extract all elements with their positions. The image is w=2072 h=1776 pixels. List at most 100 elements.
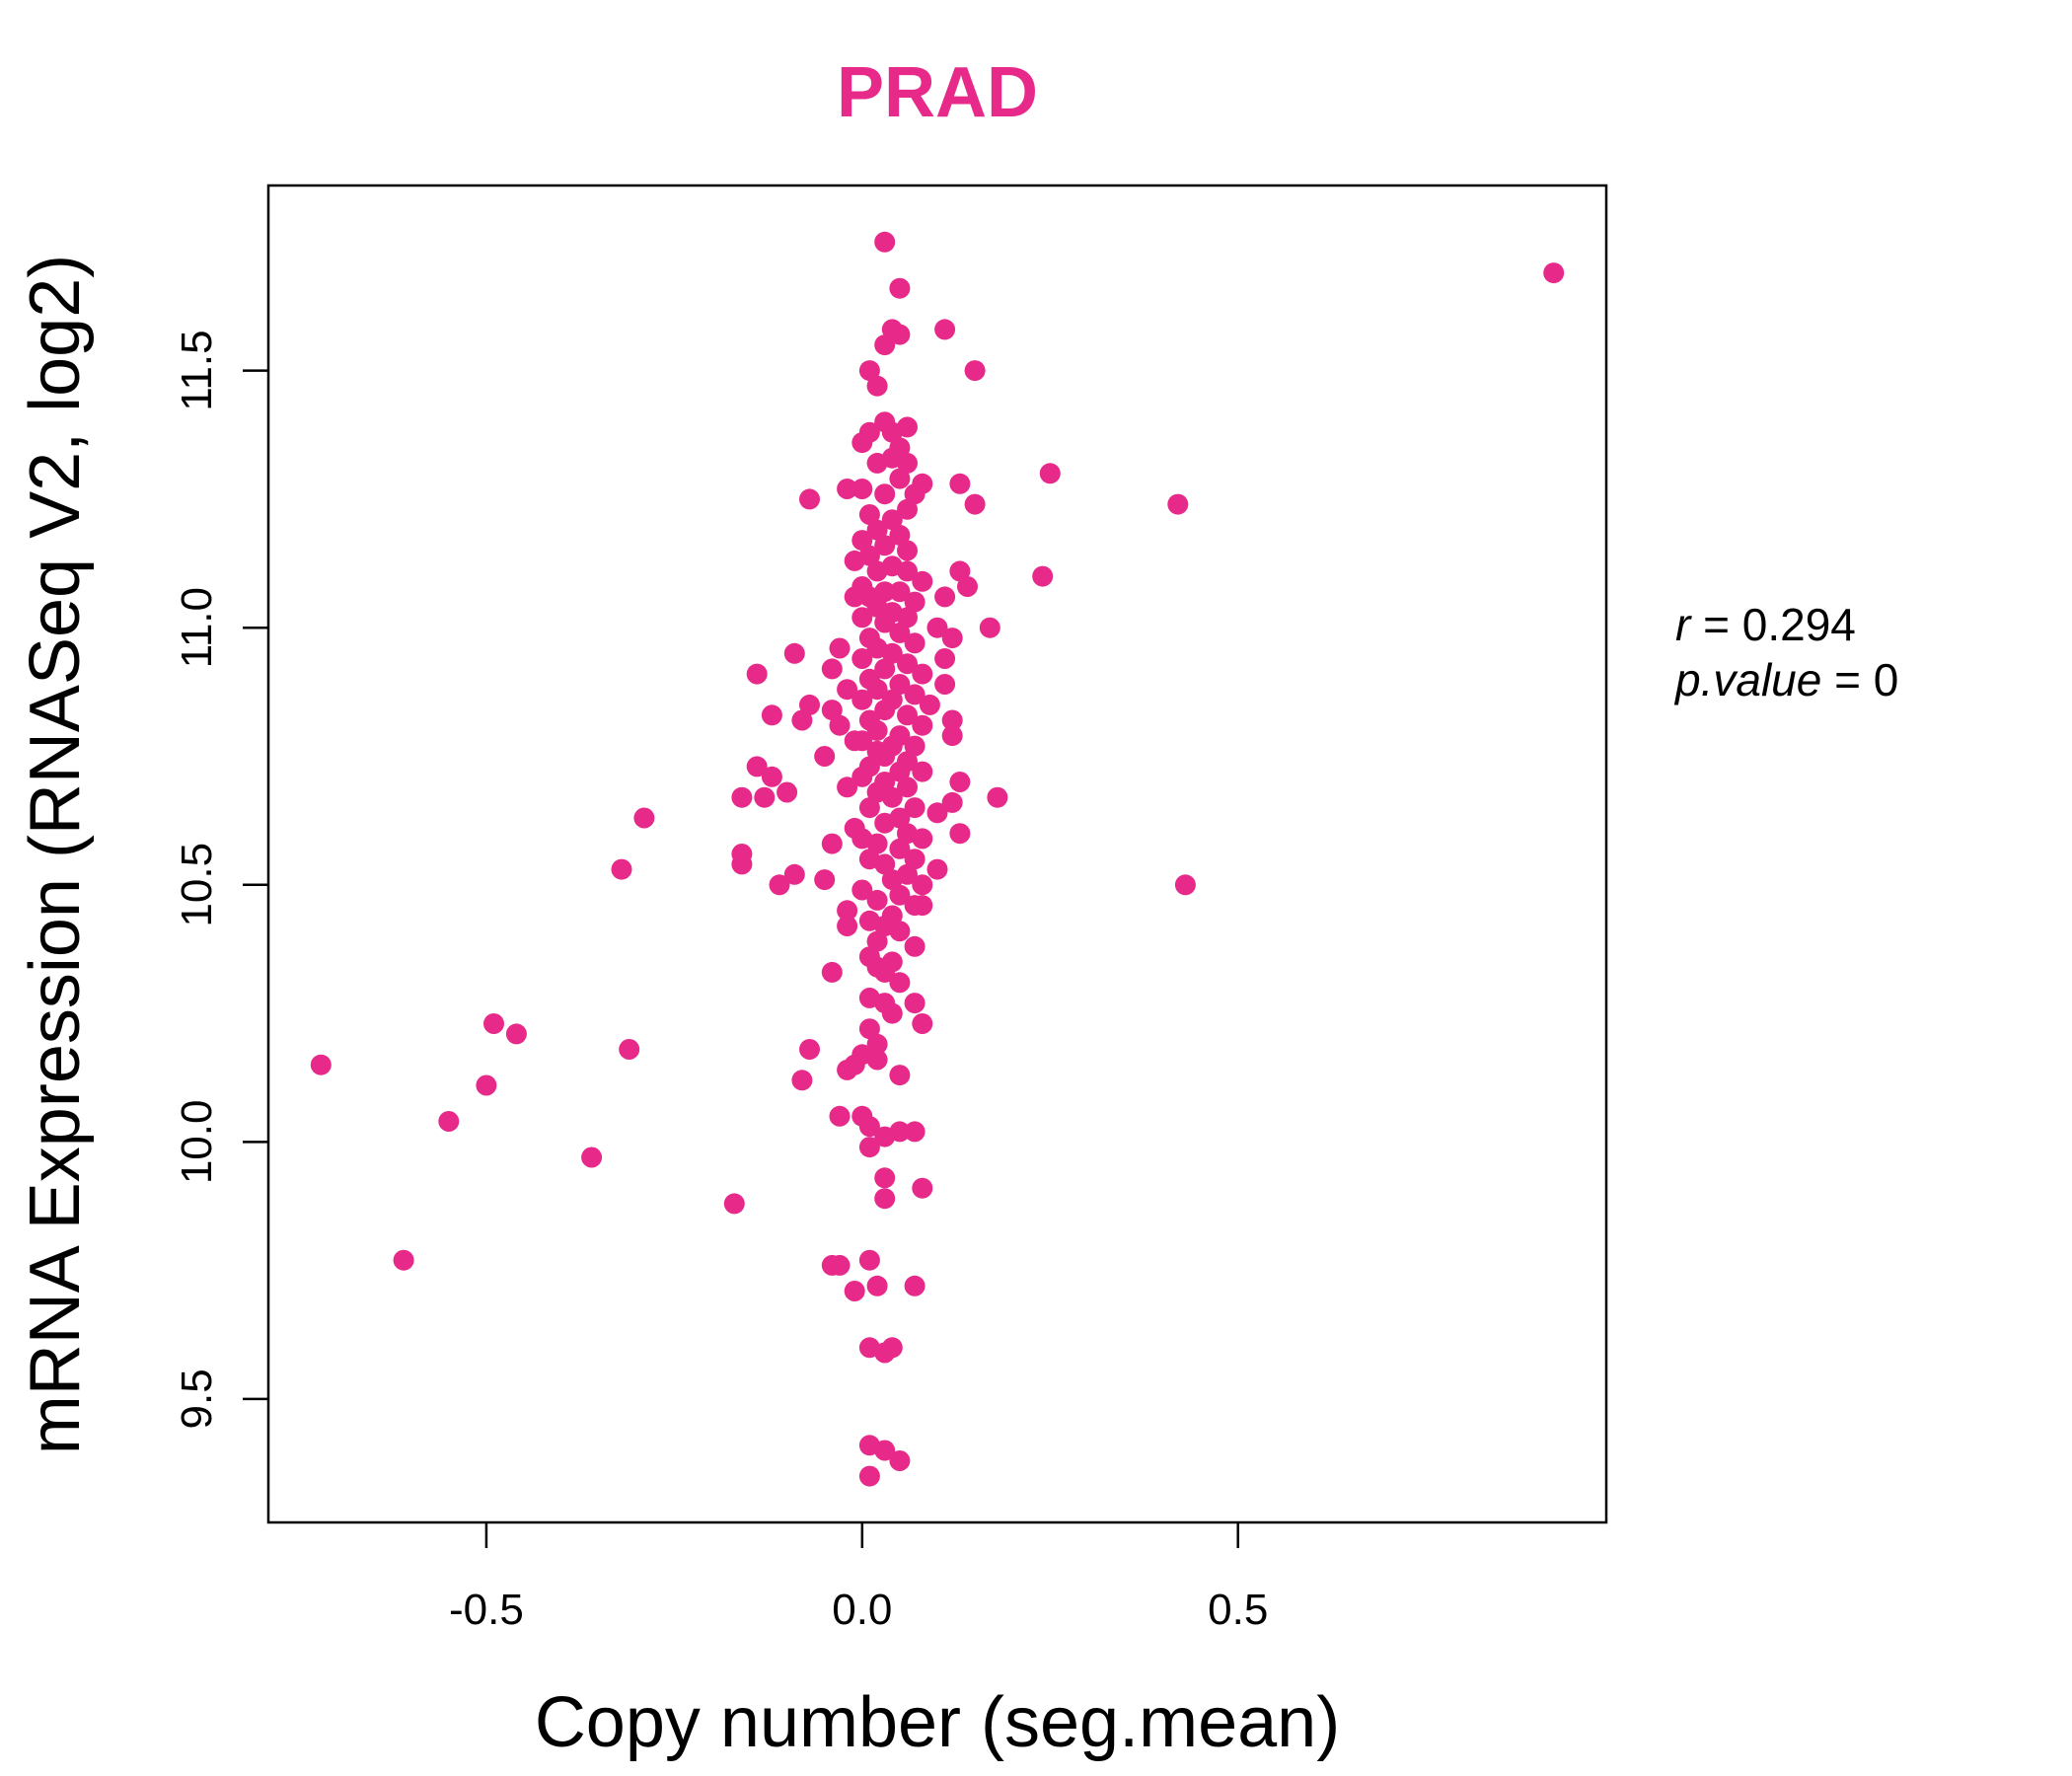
data-point-58 [874,612,896,633]
data-point-169 [889,972,911,994]
data-point-1 [874,231,896,253]
data-point-17 [866,452,888,474]
data-point-101 [904,735,925,757]
data-point-63 [941,628,963,649]
data-point-192 [858,1116,880,1138]
data-point-22 [949,473,971,494]
data-point-153 [866,889,888,911]
data-point-59 [979,617,1000,638]
data-point-108 [889,761,911,782]
data-point-143 [611,858,632,880]
data-point-53 [904,591,925,613]
data-point-79 [837,679,858,701]
data-point-214 [889,1450,911,1471]
data-point-188 [476,1074,497,1096]
data-point-92 [941,709,963,731]
data-point-146 [881,869,903,891]
data-point-90 [791,709,813,731]
chart-title: PRAD [837,53,1038,132]
data-point-123 [904,797,925,819]
data-point-142 [926,858,948,880]
data-point-113 [949,772,971,792]
data-point-176 [858,1018,880,1040]
y-tick-label: 10.5 [173,843,221,927]
data-point-175 [483,1013,504,1034]
data-point-134 [821,833,843,854]
data-point-116 [777,781,798,803]
data-point-56 [851,607,873,629]
y-tick-label: 10.0 [173,1100,221,1185]
data-point-14 [851,432,873,454]
data-point-173 [881,1002,903,1024]
data-point-0 [1543,262,1565,284]
data-point-45 [912,570,933,592]
y-axis: 9.5 10.0 10.5 11.0 11.5 [173,330,268,1430]
svg-text:r = 0.294: r = 0.294 [1675,599,1856,650]
data-point-71 [897,653,918,675]
data-point-121 [987,786,1008,808]
data-point-182 [866,1049,888,1071]
data-point-2 [889,277,911,299]
data-point-200 [874,1188,896,1210]
data-point-195 [874,1126,896,1147]
data-point-19 [1039,463,1061,484]
data-point-80 [866,679,888,701]
data-point-125 [926,802,948,824]
data-point-206 [866,1275,888,1296]
data-point-8 [858,360,880,382]
data-point-23 [851,479,873,499]
data-point-60 [926,617,948,638]
data-point-32 [881,509,903,531]
data-point-37 [897,540,918,561]
data-point-24 [837,479,858,499]
data-point-36 [874,535,896,556]
data-point-202 [393,1249,414,1271]
data-point-93 [912,714,933,736]
data-point-27 [799,488,820,510]
data-point-28 [964,493,986,515]
data-point-168 [821,961,843,983]
data-point-186 [889,1065,911,1086]
data-point-70 [934,648,956,669]
data-point-85 [919,694,940,715]
data-point-160 [837,916,858,936]
data-point-115 [897,777,918,798]
data-point-155 [912,895,933,917]
data-point-152 [889,884,911,906]
data-point-87 [874,700,896,721]
svg-text:p.value = 0: p.value = 0 [1673,654,1898,705]
data-point-138 [904,849,925,870]
data-point-124 [858,797,880,819]
data-point-120 [881,786,903,808]
data-point-47 [957,576,978,597]
data-point-31 [858,504,880,525]
data-point-167 [874,961,896,983]
data-point-128 [874,812,896,834]
x-tick-label: 0.0 [832,1586,892,1634]
data-point-150 [1174,874,1196,896]
data-point-43 [897,560,918,582]
data-point-109 [912,761,933,782]
data-point-89 [897,704,918,726]
data-point-198 [874,1167,896,1189]
data-point-197 [581,1147,603,1168]
data-point-7 [964,360,986,382]
data-point-95 [866,719,888,741]
data-point-172 [904,993,925,1014]
data-point-213 [874,1440,896,1461]
data-point-104 [814,746,836,767]
plot-frame [266,184,1608,1524]
data-point-118 [731,786,753,808]
data-point-5 [889,324,911,345]
x-tick-label: 0.5 [1208,1586,1268,1634]
data-point-145 [783,863,805,885]
data-point-44 [1032,565,1054,587]
data-point-3 [934,319,956,340]
data-point-35 [851,530,873,552]
data-point-111 [851,766,873,787]
data-point-49 [889,581,911,603]
data-point-205 [829,1254,851,1276]
data-point-185 [844,1054,865,1075]
data-point-61 [889,622,911,643]
